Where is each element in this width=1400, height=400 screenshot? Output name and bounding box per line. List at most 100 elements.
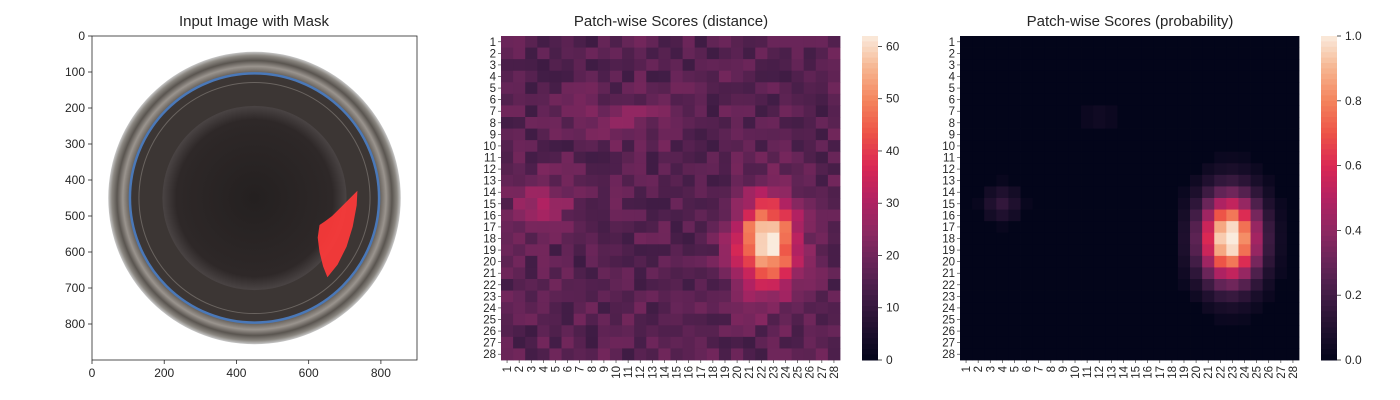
heatmap-cell (984, 302, 997, 315)
heatmap-cell (513, 36, 526, 48)
heatmap-cell (1105, 198, 1118, 210)
heatmap-cell (561, 302, 575, 315)
heatmap-cell (1020, 117, 1034, 129)
heatmap-cell (972, 36, 985, 48)
heatmap-cell (670, 70, 684, 83)
x-tick-label: 28 (829, 366, 841, 379)
heatmap-cell (597, 221, 611, 234)
heatmap-cell (1105, 255, 1118, 268)
heatmap-cell (1056, 290, 1070, 303)
heatmap-cell (1056, 221, 1070, 234)
heatmap-cell (1202, 47, 1215, 60)
heatmap-cell (743, 186, 756, 199)
heatmap-cell (561, 198, 575, 210)
heatmap-cell (1165, 290, 1179, 303)
heatmap-cell (694, 105, 708, 118)
heatmap-cell (1274, 36, 1288, 48)
heatmap-cell (1105, 290, 1118, 303)
heatmap-cell (694, 128, 708, 141)
heatmap-cell (561, 151, 575, 164)
heatmap-cell (815, 198, 829, 210)
heatmap-cell (573, 209, 587, 222)
x-tick-label: 2 (973, 366, 985, 372)
heatmap-cell (1202, 105, 1215, 118)
heatmap-cell (609, 279, 623, 291)
colorbar-segment (1321, 187, 1337, 194)
heatmap-cell (960, 198, 973, 210)
heatmap-cell (513, 302, 526, 315)
probability-heatmap-title: Patch-wise Scores (probability) (1027, 13, 1234, 30)
heatmap-cell (609, 348, 623, 361)
heatmap-cell (743, 290, 756, 303)
colorbar-tick-label: 20 (886, 248, 900, 262)
heatmap-cell (1008, 59, 1021, 72)
heatmap-cell (743, 82, 756, 95)
x-tick-label: 10 (1070, 366, 1082, 379)
heatmap-cell (743, 163, 756, 176)
heatmap-cell (513, 186, 526, 199)
heatmap-cell (634, 232, 647, 245)
heatmap-cell (767, 82, 780, 95)
heatmap-cell (609, 59, 623, 72)
heatmap-cell (1081, 151, 1094, 164)
heatmap-cell (743, 128, 756, 141)
heatmap-cell (1274, 302, 1288, 315)
heatmap-cell (1286, 47, 1300, 60)
heatmap-cell (513, 174, 526, 187)
heatmap-cell (609, 302, 623, 315)
heatmap-cell (960, 325, 973, 338)
heatmap-cell (1008, 36, 1021, 48)
heatmap-cell (1177, 348, 1191, 361)
heatmap-cell (658, 82, 671, 95)
heatmap-cell (573, 198, 587, 210)
heatmap-cell (525, 186, 538, 199)
heatmap-cell (1044, 232, 1058, 245)
heatmap-cell (1068, 151, 1082, 164)
colorbar-tick-label: 0.0 (1345, 353, 1362, 367)
heatmap-cell (537, 151, 550, 164)
heatmap-cell (1032, 151, 1046, 164)
heatmap-cell (755, 59, 768, 72)
y-tick-label: 28 (942, 349, 955, 361)
heatmap-cell (791, 70, 805, 83)
heatmap-cell (525, 36, 538, 48)
heatmap-cell (1056, 36, 1070, 48)
heatmap-cell (1262, 198, 1276, 210)
heatmap-cell (767, 348, 780, 361)
heatmap-cell (573, 244, 587, 257)
heatmap-cell (1020, 47, 1034, 60)
heatmap-cell (706, 59, 720, 72)
heatmap-cell (803, 151, 817, 164)
heatmap-cell (731, 186, 744, 199)
heatmap-cell (706, 267, 720, 280)
heatmap-cell (996, 117, 1009, 129)
heatmap-cell (549, 82, 562, 95)
heatmap-cell (513, 336, 526, 349)
heatmap-cell (1274, 47, 1288, 60)
colorbar-segment (1321, 219, 1337, 226)
heatmap-cell (1117, 93, 1130, 106)
heatmap-cell (706, 117, 720, 129)
heatmap-cell (1190, 163, 1203, 176)
heatmap-cell (501, 267, 514, 280)
y-tick-label: 21 (483, 268, 496, 280)
heatmap-cell (549, 163, 562, 176)
heatmap-cell (525, 174, 538, 187)
heatmap-cell (597, 279, 611, 291)
heatmap-cell (827, 151, 841, 164)
heatmap-cell (609, 186, 623, 199)
heatmap-cell (1250, 163, 1264, 176)
input-image-title: Input Image with Mask (179, 13, 330, 30)
x-tick-label: 27 (1276, 366, 1288, 379)
heatmap-cell (984, 163, 997, 176)
heatmap-cell (634, 36, 647, 48)
heatmap-cell (634, 59, 647, 72)
heatmap-cell (1214, 348, 1227, 361)
heatmap-cell (549, 209, 562, 222)
heatmap-cell (731, 117, 744, 129)
x-tick-label: 1 (961, 366, 973, 372)
heatmap-cell (1274, 174, 1288, 187)
heatmap-cell (1177, 336, 1191, 349)
heatmap-cell (1141, 209, 1155, 222)
heatmap-cell (1056, 232, 1070, 245)
